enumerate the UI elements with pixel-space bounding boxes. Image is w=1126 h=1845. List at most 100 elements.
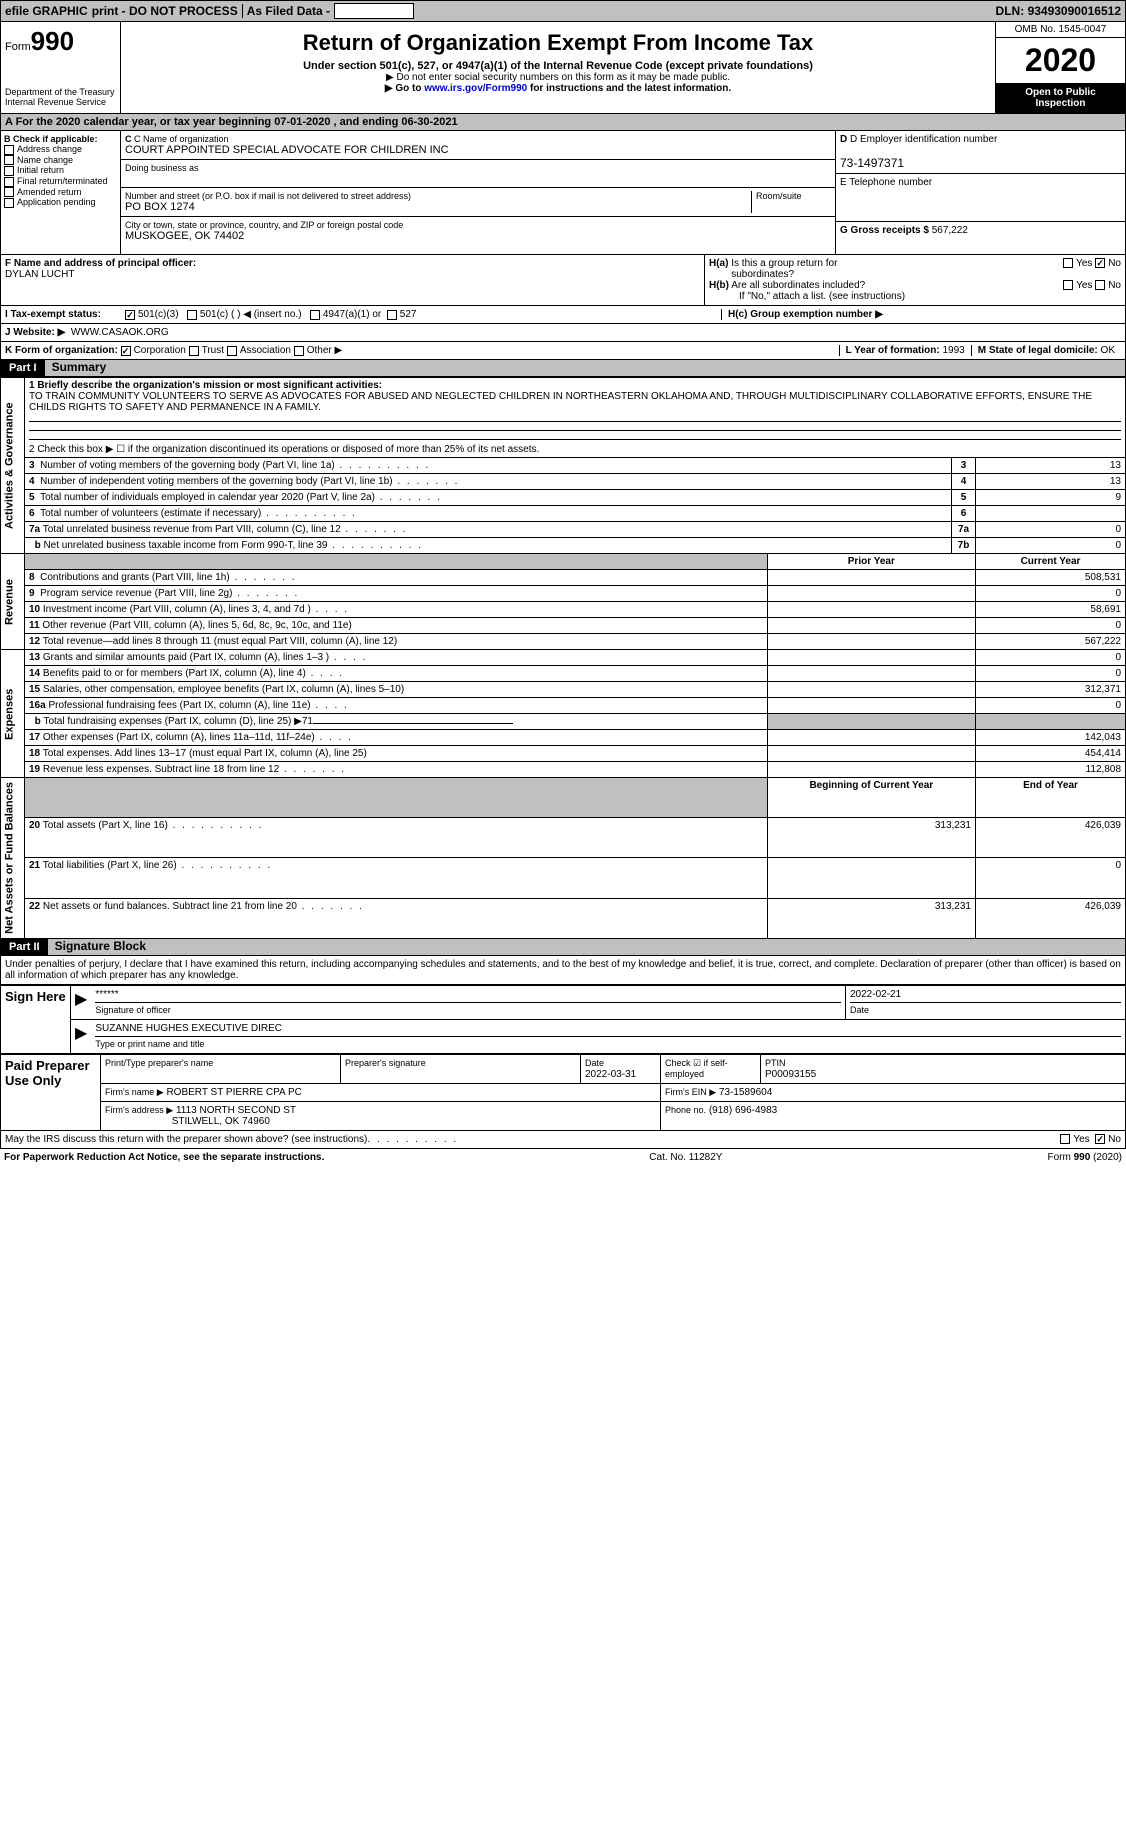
table-row: 13 Grants and similar amounts paid (Part… bbox=[25, 650, 768, 666]
table-row: 5 Total number of individuals employed i… bbox=[1, 490, 1126, 506]
table-row: 19 Revenue less expenses. Subtract line … bbox=[1, 762, 1126, 778]
check-other[interactable] bbox=[294, 346, 304, 356]
box-c-org-info: C C Name of organization COURT APPOINTED… bbox=[121, 131, 835, 254]
table-row: 6 Total number of volunteers (estimate i… bbox=[1, 506, 1126, 522]
expenses-label: Expenses bbox=[1, 650, 25, 778]
may-irs-yes[interactable] bbox=[1060, 1134, 1070, 1144]
row-klm: K Form of organization: Corporation Trus… bbox=[0, 342, 1126, 360]
table-row: 22 Net assets or fund balances. Subtract… bbox=[1, 898, 1126, 938]
asfiled-field bbox=[334, 3, 414, 19]
check-501c3[interactable] bbox=[125, 310, 135, 320]
efile-header: efile GRAPHIC print - DO NOT PROCESS As … bbox=[0, 0, 1126, 22]
form-header: Form990 Department of the Treasury Inter… bbox=[0, 22, 1126, 114]
may-irs-row: May the IRS discuss this return with the… bbox=[0, 1131, 1126, 1149]
check-address-change[interactable] bbox=[4, 145, 14, 155]
firm-ein: 73-1589604 bbox=[719, 1087, 772, 1098]
may-irs-no[interactable] bbox=[1095, 1134, 1105, 1144]
tax-year: 2020 bbox=[996, 38, 1125, 83]
sign-here-label: Sign Here bbox=[1, 985, 71, 1053]
box-f-officer: F Name and address of principal officer:… bbox=[1, 255, 705, 305]
table-row: 20 Total assets (Part X, line 16)313,231… bbox=[1, 818, 1126, 858]
check-final-return[interactable] bbox=[4, 177, 14, 187]
row-fh: F Name and address of principal officer:… bbox=[0, 255, 1126, 306]
table-row: 9 Program service revenue (Part VIII, li… bbox=[1, 586, 1126, 602]
row-a-tax-year: A For the 2020 calendar year, or tax yea… bbox=[0, 114, 1126, 131]
table-row: b Total fundraising expenses (Part IX, c… bbox=[1, 714, 1126, 730]
check-527[interactable] bbox=[387, 310, 397, 320]
sign-here-table: Sign Here ▶ ****** Signature of officer … bbox=[0, 985, 1126, 1054]
table-row: 3 Number of voting members of the govern… bbox=[1, 458, 1126, 474]
box-b-checkboxes: B Check if applicable: Address change Na… bbox=[1, 131, 121, 254]
org-name: COURT APPOINTED SPECIAL ADVOCATE FOR CHI… bbox=[125, 144, 831, 156]
table-row: 18 Total expenses. Add lines 13–17 (must… bbox=[1, 746, 1126, 762]
gross-receipts: 567,222 bbox=[932, 225, 968, 236]
page-footer: For Paperwork Reduction Act Notice, see … bbox=[0, 1149, 1126, 1166]
table-row: 11 Other revenue (Part VIII, column (A),… bbox=[1, 618, 1126, 634]
org-address: PO BOX 1274 bbox=[125, 201, 751, 213]
table-row: 15 Salaries, other compensation, employe… bbox=[1, 682, 1126, 698]
check-name-change[interactable] bbox=[4, 155, 14, 165]
sig-declaration: Under penalties of perjury, I declare th… bbox=[0, 956, 1126, 985]
table-row: 10 Investment income (Part VIII, column … bbox=[1, 602, 1126, 618]
hb-no[interactable] bbox=[1095, 280, 1105, 290]
table-row: 14 Benefits paid to or for members (Part… bbox=[1, 666, 1126, 682]
check-application-pending[interactable] bbox=[4, 198, 14, 208]
table-row: 21 Total liabilities (Part X, line 26)0 bbox=[1, 858, 1126, 898]
form-subtitle: Under section 501(c), 527, or 4947(a)(1)… bbox=[125, 60, 991, 72]
form-number-box: Form990 Department of the Treasury Inter… bbox=[1, 22, 121, 113]
form-note-1: ▶ Do not enter social security numbers o… bbox=[125, 72, 991, 83]
check-501c[interactable] bbox=[187, 310, 197, 320]
firm-address: 1113 NORTH SECOND ST bbox=[176, 1105, 296, 1116]
summary-table: Activities & Governance 1 Briefly descri… bbox=[0, 377, 1126, 939]
revenue-label: Revenue bbox=[1, 554, 25, 650]
header-right-box: OMB No. 1545-0047 2020 Open to Public In… bbox=[995, 22, 1125, 113]
header-title-block: Return of Organization Exempt From Incom… bbox=[121, 22, 995, 113]
box-h: H(a) Is this a group return for Yes No s… bbox=[705, 255, 1125, 305]
check-amended-return[interactable] bbox=[4, 187, 14, 197]
row-i: I Tax-exempt status: 501(c)(3) 501(c) ( … bbox=[0, 306, 1126, 324]
print-notice: print - DO NOT PROCESS bbox=[92, 4, 238, 18]
officer-name: DYLAN LUCHT bbox=[5, 269, 74, 280]
irs-link[interactable]: www.irs.gov/Form990 bbox=[424, 83, 527, 94]
firm-name: ROBERT ST PIERRE CPA PC bbox=[166, 1087, 301, 1098]
hb-yes[interactable] bbox=[1063, 280, 1073, 290]
box-de: D D Employer identification number 73-14… bbox=[835, 131, 1125, 254]
arrow-icon: ▶ bbox=[75, 1025, 87, 1042]
omb-number: OMB No. 1545-0047 bbox=[996, 22, 1125, 38]
check-corp[interactable] bbox=[121, 346, 131, 356]
firm-phone: (918) 696-4983 bbox=[709, 1105, 777, 1116]
ha-no[interactable] bbox=[1095, 258, 1105, 268]
section-bcde: B Check if applicable: Address change Na… bbox=[0, 131, 1126, 255]
table-row: 16a Professional fundraising fees (Part … bbox=[1, 698, 1126, 714]
efile-graphic: efile GRAPHIC bbox=[5, 4, 88, 18]
row-j: J Website: ▶ WWW.CASAOK.ORG bbox=[0, 324, 1126, 342]
form-title: Return of Organization Exempt From Incom… bbox=[125, 30, 991, 56]
netassets-label: Net Assets or Fund Balances bbox=[1, 778, 25, 939]
org-city: MUSKOGEE, OK 74402 bbox=[125, 230, 831, 242]
table-row: 17 Other expenses (Part IX, column (A), … bbox=[1, 730, 1126, 746]
officer-printed-name: SUZANNE HUGHES EXECUTIVE DIREC bbox=[95, 1023, 282, 1034]
form-note-2: ▶ Go to www.irs.gov/Form990 for instruct… bbox=[125, 83, 991, 94]
check-assoc[interactable] bbox=[227, 346, 237, 356]
paid-preparer-table: Paid Preparer Use Only Print/Type prepar… bbox=[0, 1054, 1126, 1131]
open-public-badge: Open to Public Inspection bbox=[996, 83, 1125, 113]
asfiled-label: As Filed Data - bbox=[242, 4, 330, 18]
dln: DLN: 93493090016512 bbox=[996, 4, 1121, 18]
table-row: 8 Contributions and grants (Part VIII, l… bbox=[1, 570, 1126, 586]
part1-header: Part I Summary bbox=[0, 360, 1126, 377]
mission-text: TO TRAIN COMMUNITY VOLUNTEERS TO SERVE A… bbox=[29, 391, 1092, 413]
arrow-icon: ▶ bbox=[75, 991, 87, 1008]
table-row: 4 Number of independent voting members o… bbox=[1, 474, 1126, 490]
ptin-value: P00093155 bbox=[765, 1069, 816, 1080]
website-value: WWW.CASAOK.ORG bbox=[71, 327, 169, 338]
check-initial-return[interactable] bbox=[4, 166, 14, 176]
officer-sig-date: 2022-02-21 bbox=[850, 989, 901, 1000]
ha-yes[interactable] bbox=[1063, 258, 1073, 268]
gov-label: Activities & Governance bbox=[1, 378, 25, 554]
ein-value: 73-1497371 bbox=[840, 156, 904, 170]
table-row: b Net unrelated business taxable income … bbox=[1, 538, 1126, 554]
table-row: 7a Total unrelated business revenue from… bbox=[1, 522, 1126, 538]
check-4947[interactable] bbox=[310, 310, 320, 320]
table-row: 12 Total revenue—add lines 8 through 11 … bbox=[1, 634, 1126, 650]
check-trust[interactable] bbox=[189, 346, 199, 356]
